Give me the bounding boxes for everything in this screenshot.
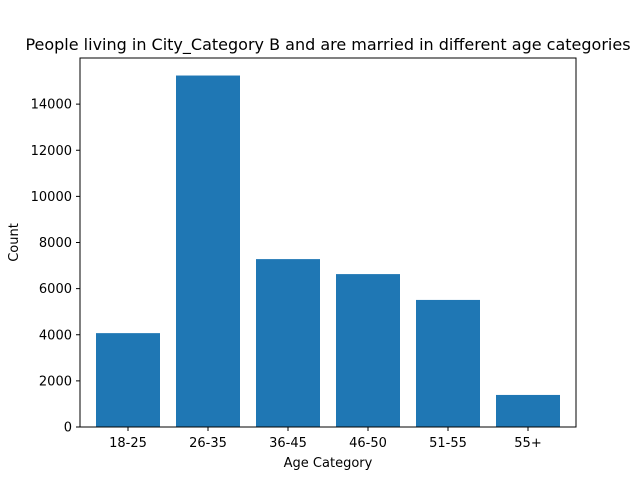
bar-18-25 bbox=[96, 333, 160, 427]
bar-51-55 bbox=[416, 299, 480, 427]
plot-frame bbox=[79, 57, 577, 428]
y-ticks-layer: 0 2000 4000 6000 8000 10000 12000 14000 bbox=[31, 98, 80, 436]
y-tick-label: 12000 bbox=[31, 144, 72, 159]
y-tick-label: 0 bbox=[64, 421, 72, 436]
x-tick-label: 36-45 bbox=[269, 436, 307, 451]
x-tick-label: 51-55 bbox=[429, 436, 467, 451]
y-tick-label: 6000 bbox=[39, 282, 72, 297]
y-tick-label: 14000 bbox=[31, 98, 72, 113]
y-axis-label: Count bbox=[7, 223, 22, 262]
y-tick-label: 8000 bbox=[39, 236, 72, 251]
y-tick-label: 10000 bbox=[31, 190, 72, 205]
x-tick-label: 26-35 bbox=[189, 436, 227, 451]
y-tick-label: 2000 bbox=[39, 374, 72, 389]
y-tick-label: 4000 bbox=[39, 328, 72, 343]
x-tick-label: 55+ bbox=[514, 436, 541, 451]
bars-layer bbox=[96, 75, 560, 427]
chart-title: People living in City_Category B and are… bbox=[25, 35, 630, 55]
x-axis-label: Age Category bbox=[284, 456, 373, 471]
bar-36-45 bbox=[256, 259, 320, 427]
x-tick-label: 46-50 bbox=[349, 436, 387, 451]
bar-55+ bbox=[496, 394, 560, 427]
x-ticks-layer: 18-25 26-35 36-45 46-50 51-55 55+ bbox=[109, 427, 542, 451]
bar-46-50 bbox=[336, 274, 400, 427]
bar-26-35 bbox=[176, 75, 240, 427]
x-tick-label: 18-25 bbox=[109, 436, 147, 451]
